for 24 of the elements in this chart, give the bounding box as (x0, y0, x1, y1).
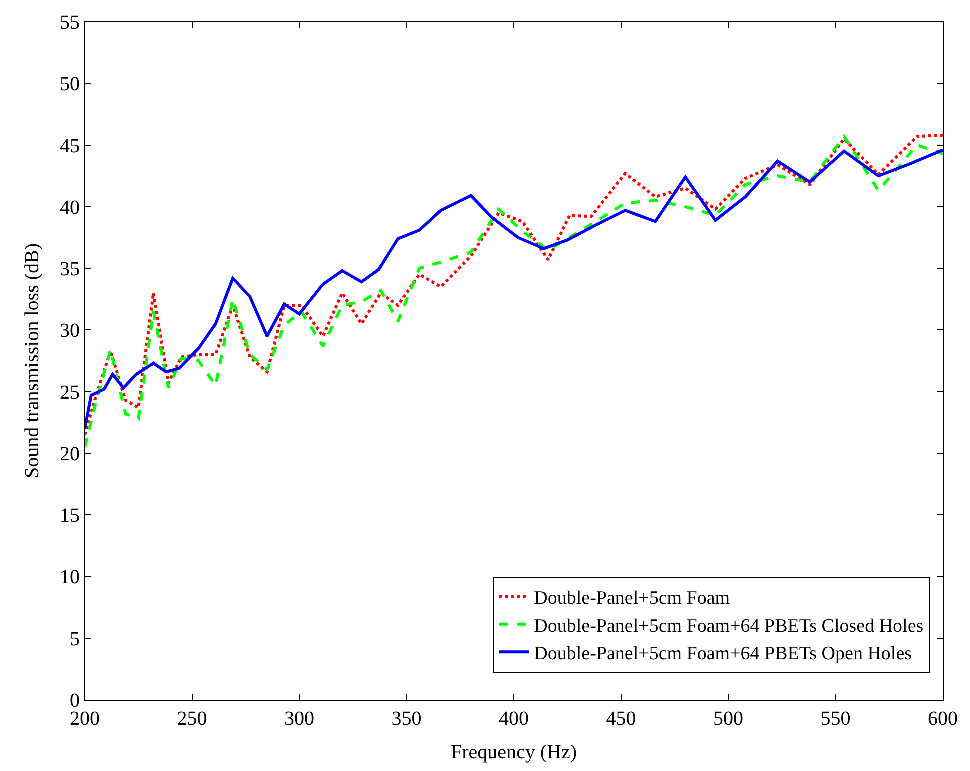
x-tick-label: 550 (820, 708, 851, 730)
y-tick-label: 10 (60, 566, 80, 589)
x-tick-label: 250 (177, 708, 208, 730)
legend-label: Double-Panel+5cm Foam+64 PBETs Closed Holes (534, 616, 924, 637)
y-tick-label: 45 (60, 135, 80, 158)
y-axis-title: Sound transmission loss (dB) (22, 243, 44, 479)
y-tick-label: 50 (60, 74, 80, 96)
y-tick-label: 30 (60, 320, 80, 342)
x-tick-label: 600 (928, 708, 958, 730)
x-tick-label: 350 (392, 708, 422, 730)
x-tick-label: 400 (499, 708, 529, 730)
x-tick-label: 300 (284, 708, 314, 730)
y-tick-label: 5 (70, 628, 80, 650)
y-tick-label: 40 (60, 196, 80, 219)
legend-label: Double-Panel+5cm Foam (534, 588, 730, 610)
x-axis-title: Frequency (Hz) (450, 742, 578, 764)
legend-label: Double-Panel+5cm Foam+64 PBETs Open Holes (534, 644, 912, 665)
y-tick-label: 55 (60, 12, 80, 34)
y-tick-label: 15 (60, 505, 80, 528)
y-tick-label: 20 (60, 443, 80, 466)
y-tick-label: 25 (60, 382, 80, 404)
x-tick-label: 450 (606, 708, 636, 730)
y-tick-label: 35 (60, 258, 80, 281)
x-tick-label: 500 (714, 708, 744, 730)
